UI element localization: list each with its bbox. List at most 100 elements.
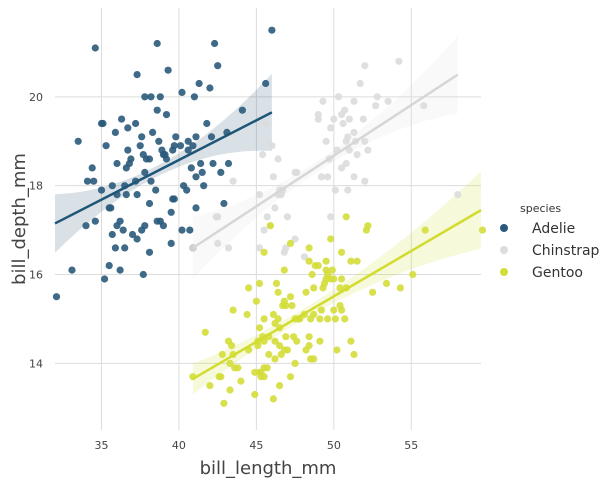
- chinstrap-point: [255, 191, 264, 199]
- adelie-point: [211, 39, 219, 48]
- adelie-point: [186, 226, 194, 234]
- adelie-point: [159, 222, 167, 230]
- tick-labels: 35 40 45 50 55 14 16 18 20: [29, 91, 418, 452]
- adelie-point: [111, 128, 119, 136]
- gentoo-point: [218, 350, 226, 359]
- chinstrap-point: [361, 62, 369, 70]
- gentoo-point: [331, 315, 339, 323]
- chinstrap-point: [274, 155, 282, 163]
- legend: species Adelie Chinstrap Gentoo: [500, 202, 600, 281]
- chinstrap-point: [345, 146, 353, 154]
- gentoo-point: [317, 306, 325, 314]
- gentoo-point: [229, 306, 237, 314]
- adelie-point: [113, 159, 121, 168]
- adelie-point: [152, 186, 160, 194]
- adelie-point: [217, 168, 225, 176]
- chinstrap-point: [327, 213, 335, 221]
- adelie-point: [139, 270, 147, 279]
- chinstrap-point: [344, 133, 352, 141]
- adelie-point: [88, 164, 96, 172]
- gentoo-point: [269, 310, 277, 319]
- grid: [55, 8, 481, 430]
- adelie-point: [74, 137, 82, 145]
- chinstrap-point: [259, 151, 267, 159]
- adelie-point: [145, 199, 154, 208]
- gentoo-point: [252, 297, 260, 305]
- gentoo-point: [254, 342, 262, 350]
- gentoo-point: [269, 395, 277, 403]
- adelie-point: [149, 128, 157, 136]
- adelie-point: [164, 66, 172, 74]
- gentoo-point: [282, 333, 290, 341]
- adelie-point: [200, 182, 208, 190]
- gentoo-point: [310, 355, 318, 363]
- adelie-point: [122, 191, 130, 199]
- gentoo-point: [314, 262, 322, 270]
- gentoo-point: [316, 337, 324, 345]
- adelie-point: [82, 222, 90, 230]
- adelie-point: [192, 204, 200, 212]
- chinstrap-point: [322, 137, 330, 145]
- gentoo-regression-line: [192, 209, 482, 380]
- adelie-point: [116, 266, 124, 274]
- gentoo-point: [396, 284, 404, 292]
- legend-marker-chinstrap: [500, 246, 508, 254]
- adelie-point: [203, 119, 211, 128]
- gentoo-point: [286, 293, 295, 301]
- gentoo-point: [280, 266, 288, 274]
- adelie-point: [83, 177, 92, 185]
- adelie-point: [184, 146, 192, 154]
- chinstrap-point: [263, 213, 271, 221]
- gentoo-point: [293, 337, 301, 345]
- gentoo-point: [347, 257, 355, 265]
- adelie-point: [192, 133, 200, 141]
- gentoo-point: [382, 279, 391, 287]
- gentoo-point: [255, 324, 264, 332]
- adelie-point: [167, 208, 175, 216]
- x-tick-label: 40: [172, 439, 186, 452]
- adelie-point: [141, 93, 149, 101]
- gentoo-point: [305, 342, 313, 350]
- gentoo-point: [342, 213, 350, 221]
- chinstrap-point: [364, 146, 372, 154]
- chinstrap-point: [359, 115, 367, 123]
- adelie-point: [190, 93, 198, 101]
- adelie-point: [116, 217, 124, 225]
- gentoo-point: [350, 350, 358, 359]
- adelie-point: [68, 266, 76, 274]
- adelie-point: [206, 84, 214, 92]
- adelie-point: [118, 115, 126, 123]
- legend-label-chinstrap: Chinstrap: [532, 243, 600, 259]
- adelie-point: [97, 186, 106, 194]
- x-tick-label: 50: [327, 439, 341, 452]
- gentoo-point: [305, 333, 313, 341]
- adelie-point: [224, 159, 233, 168]
- gentoo-point: [305, 257, 313, 265]
- adelie-point: [101, 275, 109, 283]
- adelie-point: [141, 222, 149, 230]
- adelie-point: [187, 164, 195, 172]
- adelie-point: [238, 106, 246, 114]
- gentoo-point: [282, 302, 290, 310]
- gentoo-point: [305, 244, 313, 252]
- adelie-point: [220, 199, 228, 208]
- chinstrap-point: [224, 244, 233, 252]
- adelie-point: [133, 71, 141, 79]
- adelie-point: [155, 137, 163, 145]
- chinstrap-point: [214, 239, 222, 247]
- gentoo-point: [271, 337, 279, 345]
- gentoo-point: [353, 257, 361, 265]
- gentoo-point: [226, 359, 234, 367]
- y-tick-label: 20: [29, 91, 43, 104]
- chinstrap-point: [350, 97, 358, 105]
- gentoo-point: [291, 359, 299, 367]
- adelie-point: [172, 133, 180, 141]
- gentoo-point: [201, 328, 209, 336]
- gentoo-point: [226, 386, 234, 394]
- adelie-point: [119, 226, 127, 234]
- adelie-point: [111, 244, 119, 252]
- gentoo-point: [347, 337, 355, 345]
- adelie-point: [167, 239, 175, 247]
- gentoo-point: [263, 364, 271, 372]
- gentoo-point: [251, 390, 259, 399]
